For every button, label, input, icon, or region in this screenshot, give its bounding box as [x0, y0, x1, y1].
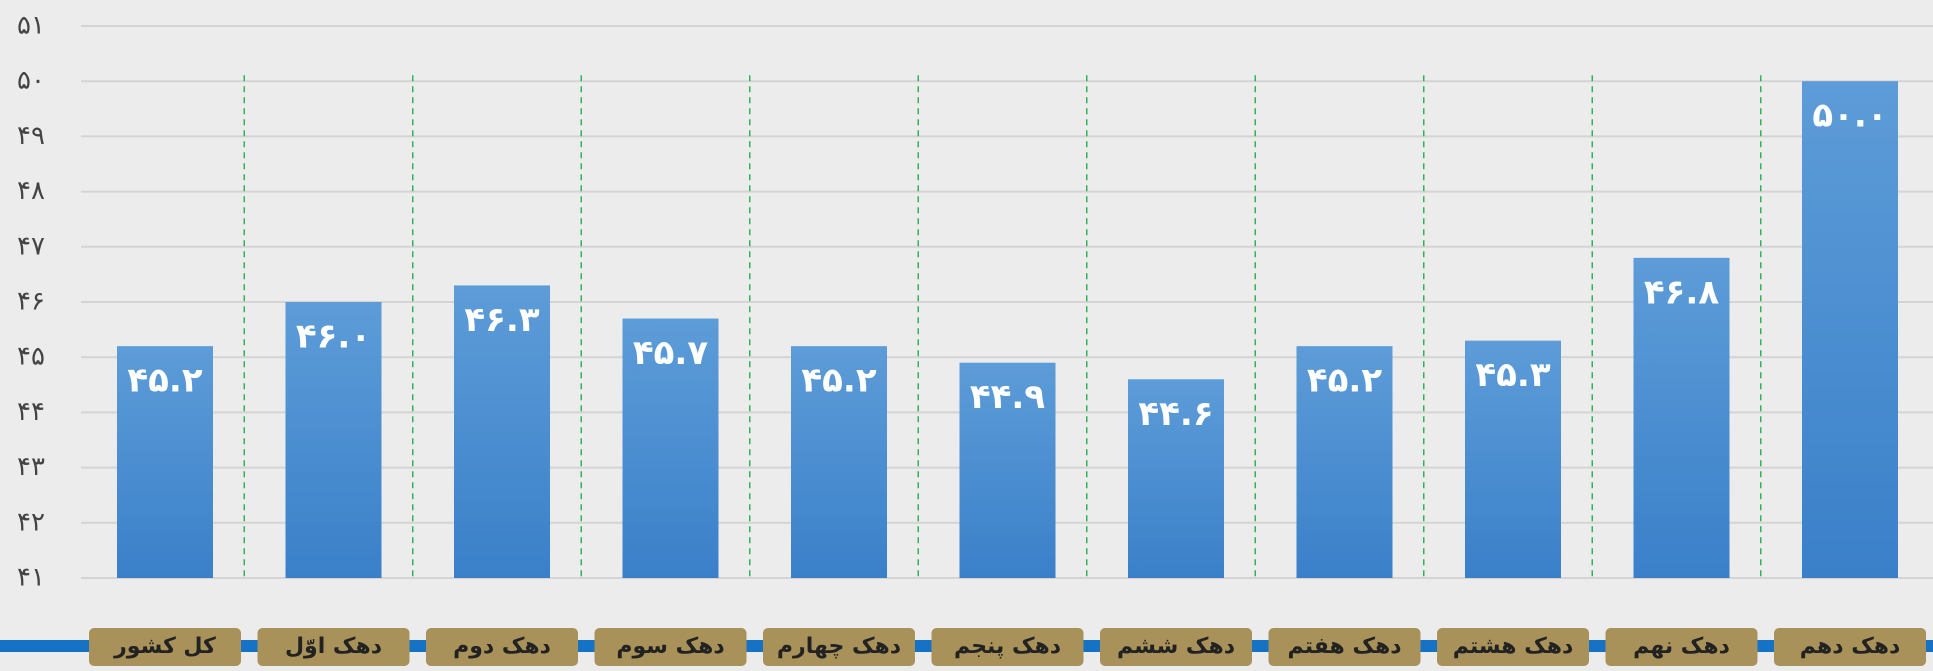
- bar: [1128, 379, 1224, 578]
- x-tick-label: دهک پنجم: [954, 634, 1061, 659]
- bar: [959, 362, 1056, 578]
- value-label: ۴۵.۲: [801, 361, 876, 401]
- bar: [1633, 257, 1730, 578]
- x-tick-label: کل کشور: [113, 634, 216, 659]
- y-tick-label: ۴۴: [17, 397, 45, 427]
- category-box: [89, 628, 241, 666]
- y-tick-label: ۴۸: [17, 176, 45, 206]
- x-tick-label: دهک چهارم: [777, 634, 901, 659]
- x-tick-label: دهک دوم: [453, 634, 551, 659]
- bar: [1802, 81, 1898, 578]
- category-box: [426, 628, 578, 666]
- category-box: [931, 628, 1084, 666]
- bar: [622, 318, 719, 578]
- x-tick-label: دهک هشتم: [1453, 634, 1574, 659]
- category-box: [1268, 628, 1421, 666]
- bar: [1465, 340, 1561, 578]
- bar: [1296, 346, 1393, 578]
- y-tick-label: ۴۲: [17, 507, 45, 537]
- bar: [285, 302, 382, 578]
- value-label: ۴۶.۸: [1644, 272, 1719, 312]
- y-tick-label: ۵۱: [17, 11, 45, 41]
- x-tick-label: دهک سوم: [616, 634, 724, 659]
- value-label: ۴۵.۷: [633, 333, 708, 373]
- category-box: [763, 628, 915, 666]
- y-tick-label: ۴۵: [17, 342, 45, 372]
- y-tick-label: ۴۱: [17, 563, 45, 593]
- value-label: ۴۴.۹: [970, 377, 1045, 417]
- bar: [454, 285, 550, 578]
- value-label: ۵۰.۰: [1812, 96, 1887, 136]
- y-tick-label: ۴۳: [17, 452, 45, 482]
- category-box: [257, 628, 410, 666]
- x-tick-label: دهک اوّل: [285, 634, 382, 659]
- y-tick-label: ۴۹: [17, 121, 45, 151]
- value-label: ۴۵.۲: [1307, 361, 1382, 401]
- category-box: [1437, 628, 1589, 666]
- value-label: ۴۶.۳: [464, 300, 539, 340]
- x-tick-label: دهک دهم: [1800, 634, 1901, 659]
- value-label: ۴۴.۶: [1138, 394, 1213, 434]
- value-label: ۴۵.۲: [127, 361, 202, 401]
- value-label: ۴۶.۰: [296, 317, 371, 357]
- category-box: [1100, 628, 1252, 666]
- x-tick-label: دهک ششم: [1117, 634, 1235, 659]
- bar: [791, 346, 887, 578]
- x-tick-label: دهک هفتم: [1287, 634, 1401, 659]
- category-box: [1605, 628, 1758, 666]
- x-tick-label: دهک نهم: [1633, 634, 1730, 659]
- category-box: [1774, 628, 1926, 666]
- category-box: [594, 628, 747, 666]
- y-tick-label: ۴۶: [17, 287, 45, 317]
- value-label: ۴۵.۳: [1475, 355, 1550, 395]
- bar: [117, 346, 213, 578]
- y-tick-label: ۴۷: [17, 231, 45, 261]
- y-tick-label: ۵۰: [17, 66, 45, 96]
